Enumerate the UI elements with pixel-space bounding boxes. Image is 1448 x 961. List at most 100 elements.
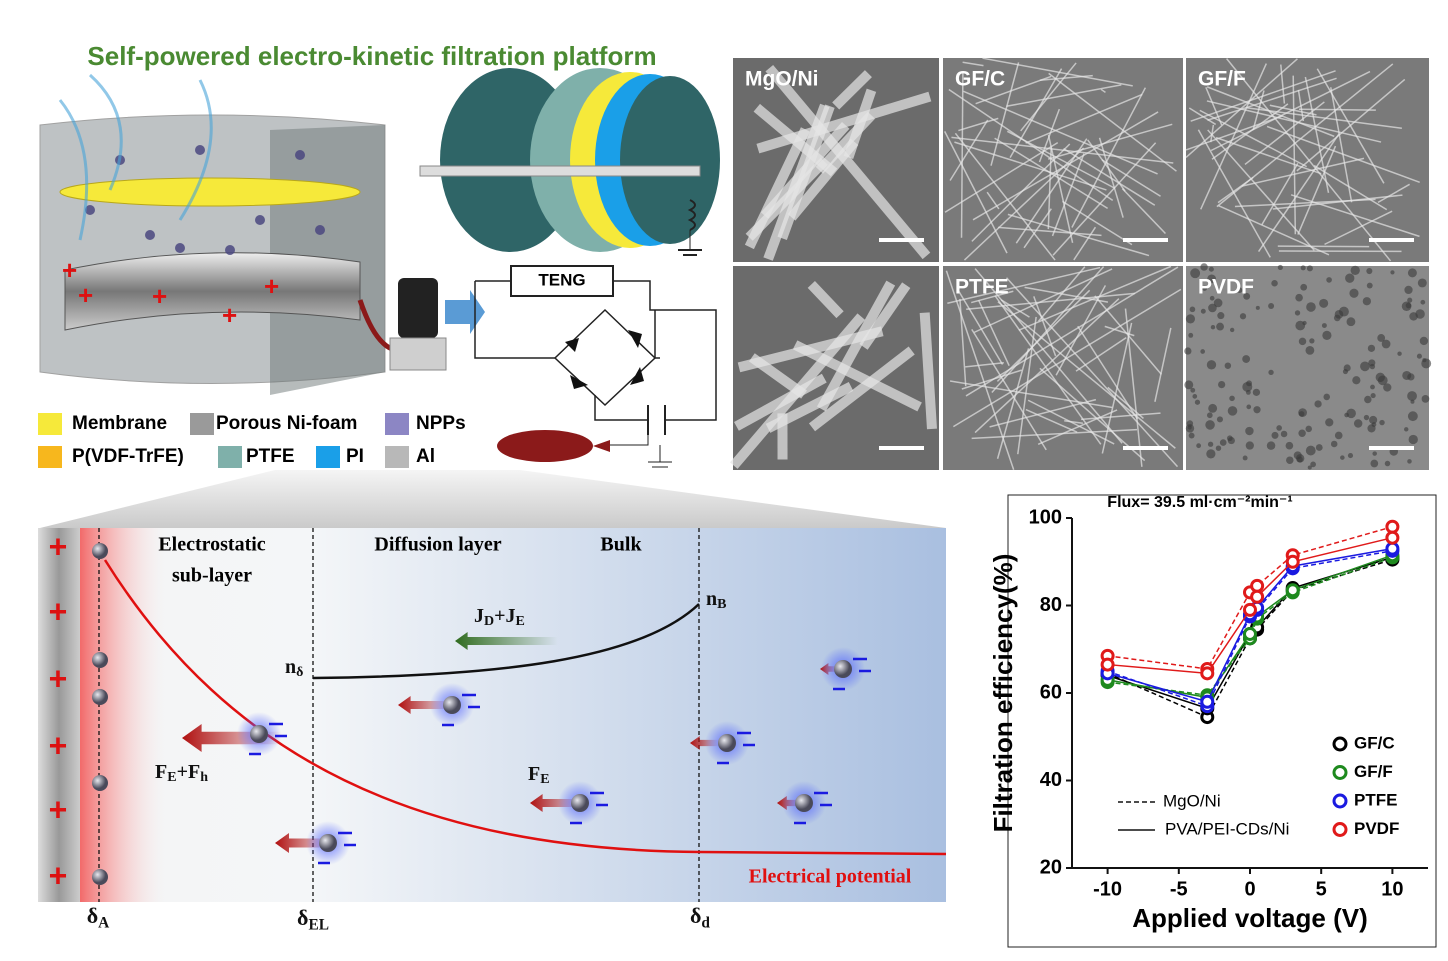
sem-fiber [765,65,931,260]
plus: + [49,857,68,893]
sem-pore [1305,445,1316,456]
data-point [1200,666,1215,681]
sem-fiber [971,290,1014,304]
sem-pore [1404,427,1409,432]
sem-pore [1330,440,1338,448]
sem-fiber [1217,176,1254,204]
sem-pore [1368,359,1376,367]
sem-pore [1362,297,1372,306]
legend-marker [1332,822,1348,837]
sem-fiber [1210,124,1215,143]
sem-fiber [1101,159,1161,197]
layer-label: Bulk [600,534,642,556]
sem-pore [1363,414,1370,421]
force-arrow [690,736,720,750]
charge-band [80,528,165,902]
chart-frame [1007,494,1437,948]
ndelta-label: nδ [285,656,303,681]
particle [319,834,337,852]
sem-fiber [1005,277,1179,468]
y-tick-label: 60 [1040,681,1062,703]
sem-fiber [1246,106,1402,130]
sem-pore [1300,265,1306,271]
legend-swatch [385,446,409,468]
force-label-main: F [528,763,540,785]
force-label-sub: E [540,772,549,787]
sem-pore [1192,394,1198,399]
sem-pore [1407,297,1413,303]
sem-pore [1219,439,1227,446]
adsorbed-particle [92,689,108,705]
sem-fiber [1205,87,1223,126]
sem-fiber [807,281,844,319]
sem-fiber [1185,58,1298,158]
sem-pore [1246,380,1253,387]
negative-charge [249,722,287,756]
sem-pore [1383,383,1392,392]
sem-pore [1229,327,1235,333]
sem-fiber [919,312,937,430]
sem-pore [1416,353,1422,359]
particle [834,660,852,678]
y-tick-label: 40 [1040,769,1062,791]
sem-fiber [832,70,872,110]
sem-fiber [1047,123,1173,160]
sem-pore [1352,376,1361,385]
data-point [1243,602,1257,617]
sem-pore [1206,360,1217,370]
force-label-main: +F [177,761,201,783]
sem-fiber [974,268,1123,444]
sem-fiber [729,313,866,469]
sem-fiber [1055,285,1107,376]
svg-text:+: + [264,271,279,301]
data-point [1100,657,1115,672]
y-tick-label: 20 [1040,856,1062,878]
svg-text:+: + [78,280,93,310]
sem-fiber [1298,108,1376,111]
legend-label: NPPs [416,413,466,434]
particle [571,794,589,812]
sem-pore [1242,455,1248,461]
sem-pore [1305,425,1312,433]
concentration-curve [312,603,700,680]
sem-pore [1407,373,1415,381]
legend-label: PVDF [1354,819,1399,838]
negative-charge [717,731,755,765]
sem-pore [1421,395,1430,403]
sem-pore [1309,338,1315,344]
sem-pore [1246,404,1252,410]
sem-pore [1397,351,1402,356]
sem-fiber [1304,76,1330,193]
sem-pore [1298,429,1306,437]
legend-label: GF/F [1354,762,1393,781]
sem-fiber [1025,408,1078,433]
x-tick-label: 10 [1381,878,1403,900]
plus: + [49,791,68,827]
sem-fiber [1024,286,1109,303]
sem-fiber [1257,133,1340,252]
sem-fiber [1197,129,1271,258]
layer-label: Electrostatic [158,534,265,556]
sem-pore [1369,415,1378,425]
adsorbed-particle [92,775,108,791]
sem-pore [1239,313,1247,320]
force-label-sub: E [167,770,176,785]
sem-pore [1215,445,1222,451]
position-label-main: δ [87,903,98,928]
sem-fiber [1037,266,1086,322]
legend-label: P(VDF-TrFE) [72,446,184,467]
nb-label-main: n [706,588,717,610]
sem-pore [1277,264,1283,271]
sem-fiber [1017,316,1037,455]
ndelta-label-main: n [285,656,296,678]
sem-label: PTFE [955,276,1009,299]
plus: + [49,660,68,696]
potential-label: Electrical potential [749,866,912,888]
sem-pore [1280,430,1288,438]
legend-swatch [190,413,214,435]
position-label-main: δ [690,903,701,928]
sem-fiber [1006,84,1122,108]
sem-pore [1367,344,1376,352]
sem-fiber [1297,145,1337,235]
